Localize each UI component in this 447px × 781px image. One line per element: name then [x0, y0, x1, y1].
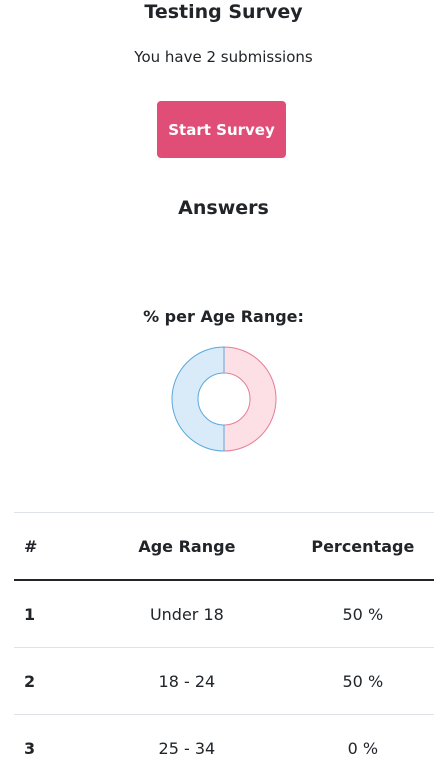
row-number: 3	[14, 714, 83, 781]
chart-title: % per Age Range:	[143, 307, 304, 326]
row-number: 1	[14, 579, 83, 648]
donut-slice-under-18[interactable]	[223, 346, 277, 452]
donut-slice-18-24[interactable]	[171, 346, 225, 452]
answers-heading: Answers	[178, 197, 269, 219]
start-survey-button[interactable]: Start Survey	[157, 101, 286, 158]
page-title: Testing Survey	[144, 1, 303, 23]
row-age-range: Under 18	[82, 579, 292, 648]
row-percentage: 50 %	[291, 579, 434, 648]
row-age-range: 25 - 34	[82, 714, 292, 781]
table-row: 2 18 - 24 50 %	[14, 647, 434, 715]
submissions-text: You have 2 submissions	[134, 48, 313, 66]
row-age-range: 18 - 24	[82, 647, 292, 715]
table-header-row: # Age Range Percentage	[14, 512, 434, 581]
row-percentage: 50 %	[291, 647, 434, 715]
row-number: 2	[14, 647, 83, 715]
column-header-number: #	[14, 512, 83, 581]
age-range-donut-chart	[171, 346, 277, 452]
age-range-table: # Age Range Percentage 1 Under 18 50 % 2…	[14, 512, 434, 781]
row-percentage: 0 %	[291, 714, 434, 781]
table-row: 3 25 - 34 0 %	[14, 714, 434, 781]
table-row: 1 Under 18 50 %	[14, 579, 434, 648]
column-header-age-range: Age Range	[82, 512, 292, 581]
column-header-percentage: Percentage	[291, 512, 434, 581]
